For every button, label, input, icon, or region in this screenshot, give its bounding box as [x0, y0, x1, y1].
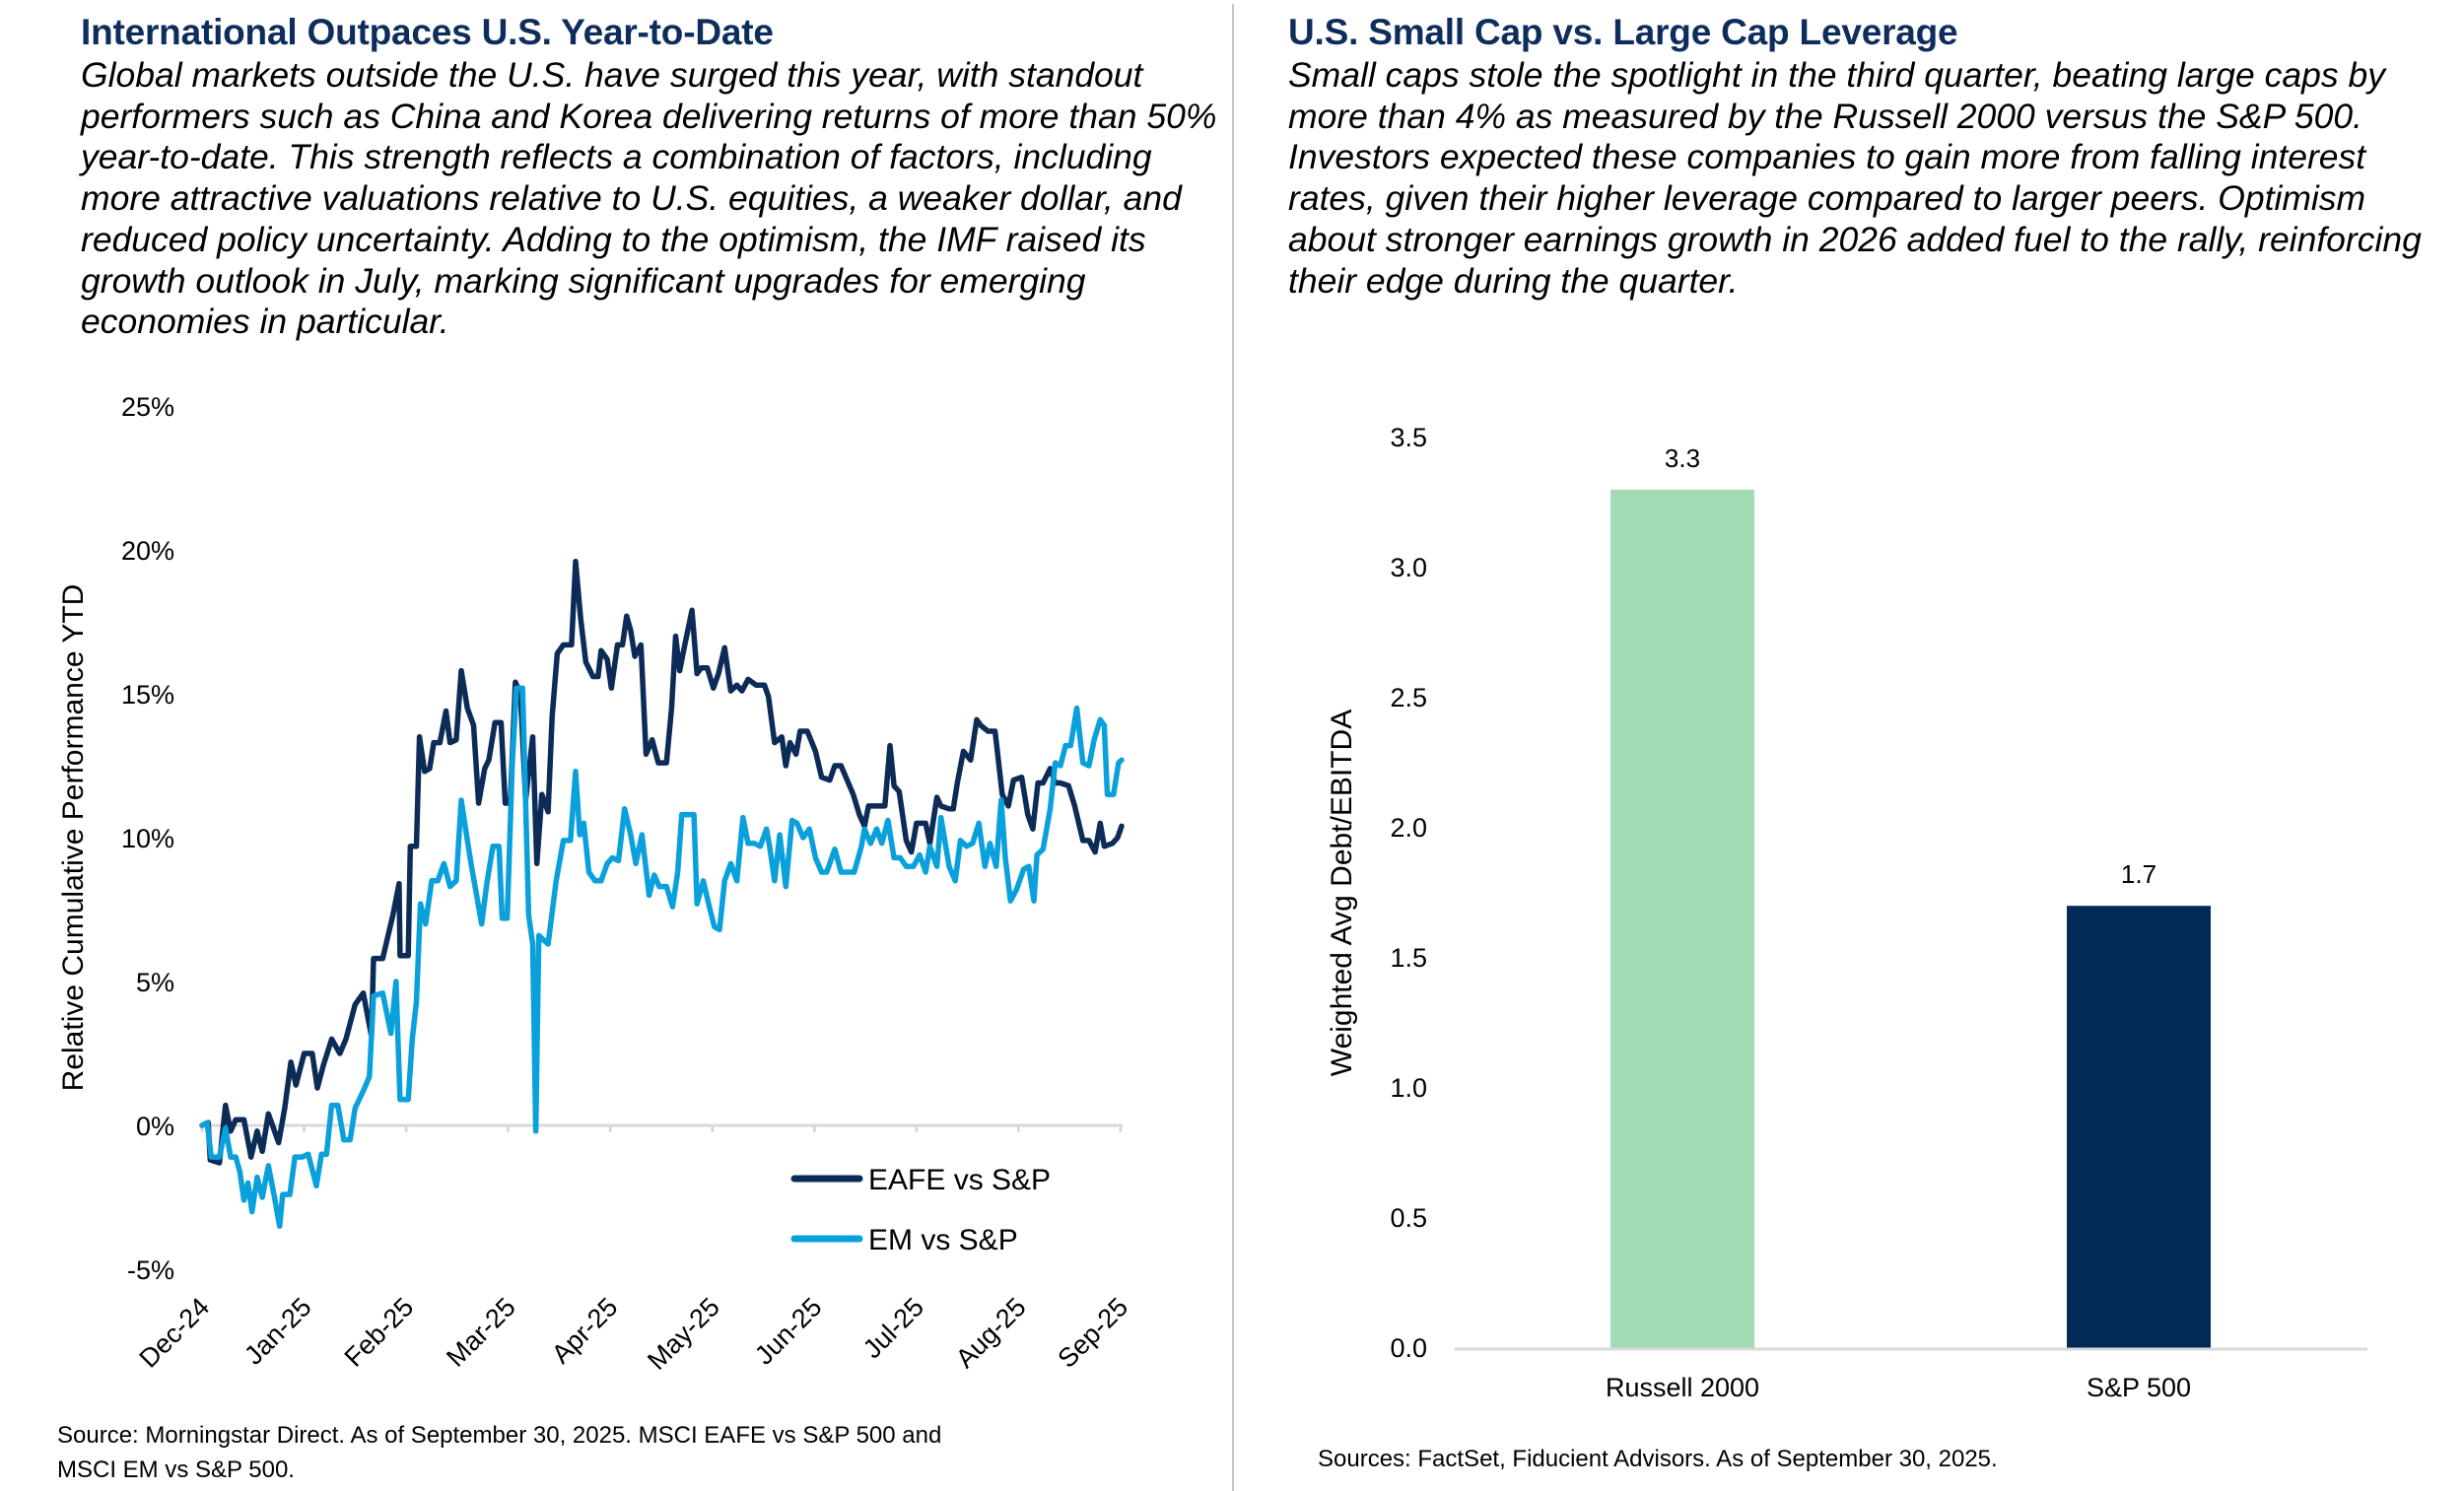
right-commentary-line: about stronger earnings growth in 2026 a…: [1288, 219, 2422, 259]
bar-value-label: 1.7: [2121, 859, 2156, 889]
y-tick-label: 0.0: [1390, 1333, 1427, 1363]
y-tick-label: 25%: [121, 392, 174, 422]
right-commentary-line: more than 4% as measured by the Russell …: [1288, 96, 2362, 136]
right-source-line: Sources: FactSet, Fiducient Advisors. As…: [1318, 1446, 1998, 1472]
y-tick-label: 1.5: [1390, 943, 1427, 973]
left-commentary-line: performers such as China and Korea deliv…: [81, 96, 1217, 136]
y-tick-label: 1.0: [1390, 1073, 1427, 1103]
right-commentary-line: their edge during the quarter.: [1288, 260, 1739, 301]
eafe-series-line: [199, 558, 1125, 1166]
bar-value-label: 3.3: [1665, 443, 1700, 473]
left-commentary-line: year-to-date. This strength reflects a c…: [81, 137, 1152, 177]
left-commentary: Global markets outside the U.S. have sur…: [81, 55, 1224, 343]
y-tick-label: 20%: [121, 536, 174, 566]
right-source-note: Sources: FactSet, Fiducient Advisors. As…: [1318, 1442, 1998, 1476]
right-commentary-line: Small caps stole the spotlight in the th…: [1288, 55, 2385, 95]
y-axis-title: Weighted Avg Debt/EBITDA: [1326, 710, 1358, 1076]
relative-performance-line-chart: -5% 0% 5% 10% 15% 20% 25% Relative Cumulative P…: [57, 392, 1133, 1376]
left-chart-title: International Outpaces U.S. Year-to-Date: [81, 12, 774, 52]
y-tick-label: 0.5: [1390, 1203, 1427, 1233]
y-tick-label: 10%: [121, 824, 174, 853]
em-series-line: [199, 685, 1125, 1229]
left-source-note: Source: Morningstar Direct. As of Septem…: [57, 1418, 941, 1487]
legend-em-label: EM vs S&P: [868, 1224, 1018, 1256]
left-panel: International Outpaces U.S. Year-to-Date…: [57, 12, 1224, 1487]
left-source-line: MSCI EM vs S&P 500.: [57, 1457, 295, 1483]
left-commentary-line: more attractive valuations relative to U…: [81, 178, 1182, 219]
y-tick-label: -5%: [127, 1255, 174, 1285]
sp-500-bar: [2067, 906, 2211, 1348]
left-commentary-line: economies in particular.: [81, 302, 449, 342]
y-axis-title: Relative Cumulative Performance YTD: [57, 584, 90, 1092]
legend-eafe-label: EAFE vs S&P: [868, 1164, 1051, 1196]
y-tick-label: 3.0: [1390, 553, 1427, 582]
y-tick-label: 15%: [121, 680, 174, 710]
x-category-label: S&P 500: [2087, 1373, 2191, 1402]
left-commentary-line: growth outlook in July, marking signific…: [81, 260, 1086, 301]
right-commentary-line: rates, given their higher leverage compa…: [1288, 178, 2366, 219]
right-panel: U.S. Small Cap vs. Large Cap Leverage Sm…: [1234, 0, 2464, 1491]
y-tick-label: 2.0: [1390, 813, 1427, 843]
y-tick-label: 3.5: [1390, 423, 1427, 452]
right-commentary: Small caps stole the spotlight in the th…: [1288, 55, 2451, 302]
y-tick-label: 2.5: [1390, 683, 1427, 712]
russell-2000-bar: [1610, 489, 1754, 1348]
y-tick-label: 5%: [136, 968, 174, 997]
y-tick-label: 0%: [136, 1112, 174, 1141]
left-commentary-line: Global markets outside the U.S. have sur…: [81, 55, 1143, 95]
panel-divider: [1232, 4, 1234, 1491]
x-category-label: Russell 2000: [1606, 1373, 1759, 1402]
right-commentary-line: Investors expected these companies to ga…: [1288, 137, 2366, 177]
right-chart-title: U.S. Small Cap vs. Large Cap Leverage: [1288, 12, 1958, 52]
left-commentary-line: reduced policy uncertainty. Adding to th…: [81, 219, 1146, 259]
left-source-line: Source: Morningstar Direct. As of Septem…: [57, 1422, 942, 1449]
